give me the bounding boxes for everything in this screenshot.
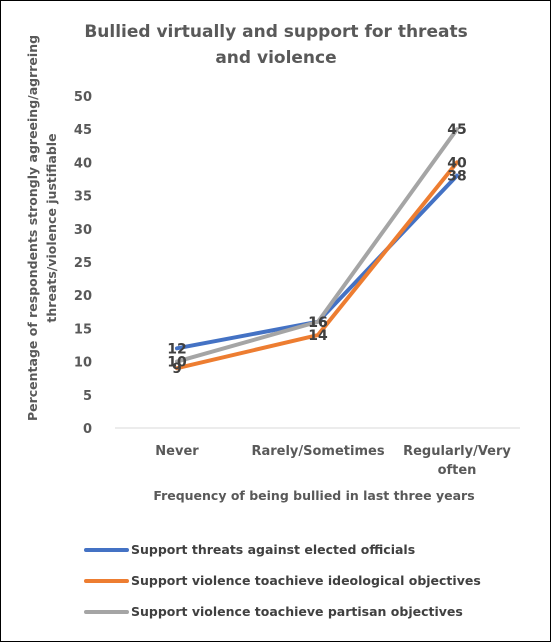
x-axis-ticks: Never Rarely/Sometimes Regularly/Very often: [155, 444, 511, 478]
y-tick-label: 15: [74, 322, 92, 337]
y-tick-label: 30: [74, 223, 92, 238]
y-tick-label: 20: [74, 289, 92, 304]
y-tick-label: 0: [83, 422, 92, 437]
series-line-2: [175, 160, 459, 371]
data-label: 9: [172, 361, 182, 377]
chart-title-line: and violence: [215, 48, 336, 68]
data-label: 12: [167, 341, 186, 357]
chart-title: Bullied virtually and support for threat…: [84, 22, 467, 68]
series-line-3: [175, 127, 459, 364]
y-axis-label-line: threats/violence justifiable: [44, 133, 59, 322]
y-tick-label: 40: [74, 156, 92, 171]
x-tick-label: Regularly/Very: [403, 444, 511, 459]
y-axis-label-line: Percentage of respondents strongly agree…: [25, 35, 40, 421]
data-label: 16: [308, 315, 327, 331]
y-tick-label: 35: [74, 190, 92, 205]
legend-label: Support violence toachieve ideological o…: [131, 573, 481, 588]
data-label: 40: [447, 155, 467, 171]
x-tick-label: often: [438, 463, 477, 478]
y-axis-label: Percentage of respondents strongly agree…: [25, 35, 59, 421]
data-label: 16: [308, 315, 327, 331]
chart-title-line: Bullied virtually and support for threat…: [84, 22, 467, 42]
legend-label: Support violence toachieve partisan obje…: [131, 604, 463, 619]
x-tick-label: Rarely/Sometimes: [251, 444, 384, 459]
y-tick-label: 50: [74, 90, 92, 105]
x-axis-label: Frequency of being bullied in last three…: [153, 488, 474, 503]
data-label: 45: [447, 122, 466, 138]
legend: Support threats against elected official…: [84, 542, 481, 619]
y-tick-label: 45: [74, 123, 92, 138]
data-label: 38: [447, 169, 466, 185]
y-tick-label: 10: [74, 356, 92, 371]
data-label: 10: [167, 355, 187, 371]
legend-label: Support threats against elected official…: [131, 542, 415, 557]
data-label: 14: [308, 328, 328, 344]
y-tick-label: 25: [74, 256, 92, 271]
series-lines: [175, 127, 459, 371]
y-axis-ticks: 0 5 10 15 20 25 30 35 40 45 50: [74, 90, 92, 437]
x-tick-label: Never: [155, 444, 199, 459]
y-tick-label: 5: [83, 389, 92, 404]
